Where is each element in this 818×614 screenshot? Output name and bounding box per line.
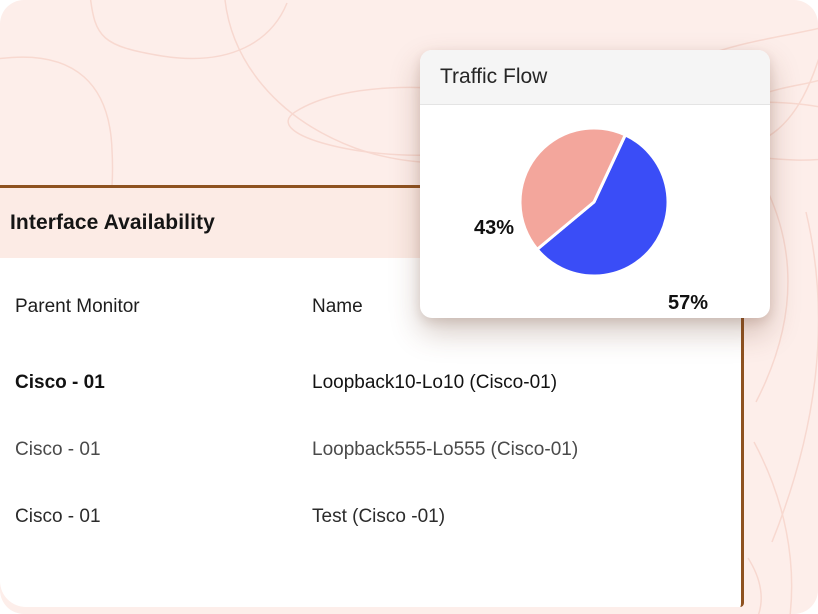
name-cell: Loopback10-Lo10 (Cisco-01) bbox=[312, 372, 558, 393]
parent-monitor-cell: Cisco - 01 bbox=[15, 372, 105, 393]
traffic-flow-pie-chart[interactable] bbox=[509, 117, 679, 287]
pie-label-43: 43% bbox=[473, 217, 514, 239]
pie-label-57: 57% bbox=[668, 292, 709, 314]
table-row[interactable]: Cisco - 01 Loopback10-Lo10 (Cisco-01) bbox=[0, 371, 741, 395]
pie-slice-43%[interactable] bbox=[518, 126, 627, 251]
column-header-parent-monitor: Parent Monitor bbox=[15, 296, 140, 317]
table-row[interactable]: Cisco - 01 Loopback555-Lo555 (Cisco-01) bbox=[0, 438, 741, 462]
table-header-row: Parent Monitor Name bbox=[0, 295, 741, 319]
column-header-name: Name bbox=[312, 296, 363, 317]
parent-monitor-cell: Cisco - 01 bbox=[15, 439, 101, 460]
table-row[interactable]: Cisco - 01 Test (Cisco -01) bbox=[0, 505, 741, 529]
name-cell: Test (Cisco -01) bbox=[312, 506, 446, 527]
panel-title: Interface Availability bbox=[10, 211, 215, 234]
card-title: Traffic Flow bbox=[440, 65, 548, 88]
parent-monitor-cell: Cisco - 01 bbox=[15, 506, 101, 527]
name-cell: Loopback555-Lo555 (Cisco-01) bbox=[312, 439, 579, 460]
pie-slice-57%[interactable] bbox=[535, 133, 670, 278]
card-body: 43% 57% bbox=[420, 105, 770, 317]
traffic-flow-card: Traffic Flow 43% 57% bbox=[420, 50, 770, 318]
card-header: Traffic Flow bbox=[420, 50, 770, 105]
